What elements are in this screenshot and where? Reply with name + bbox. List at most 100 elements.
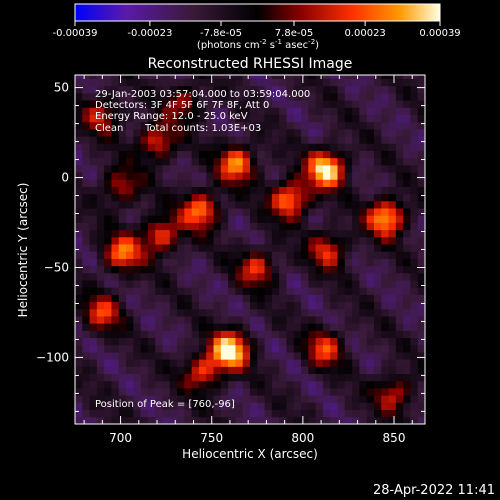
heatmap-cell xyxy=(250,301,258,310)
heatmap-cell xyxy=(417,323,425,331)
heatmap-cell xyxy=(140,157,149,166)
heatmap-cell xyxy=(111,301,120,310)
heatmap-cell xyxy=(344,172,353,180)
heatmap-cell xyxy=(417,352,425,360)
heatmap-cell xyxy=(373,157,382,166)
heatmap-cell xyxy=(315,150,324,159)
heatmap-cell xyxy=(220,114,229,123)
y-tick-label: −50 xyxy=(44,260,69,274)
heatmap-cell xyxy=(417,179,425,187)
heatmap-cell xyxy=(242,330,251,339)
heatmap-cell xyxy=(220,251,229,259)
heatmap-cell xyxy=(286,258,295,267)
heatmap-cell xyxy=(104,380,112,389)
heatmap-cell xyxy=(133,85,142,94)
heatmap-cell xyxy=(184,316,193,324)
heatmap-cell xyxy=(169,172,178,180)
heatmap-cell xyxy=(213,359,222,367)
heatmap-cell xyxy=(177,323,185,331)
heatmap-cell xyxy=(250,222,258,231)
heatmap-cell xyxy=(344,107,353,115)
heatmap-cell xyxy=(235,366,244,375)
heatmap-cell xyxy=(89,280,98,288)
heatmap-cell xyxy=(250,373,258,382)
heatmap-cell xyxy=(330,121,338,130)
heatmap-cell xyxy=(301,373,309,382)
heatmap-cell xyxy=(82,301,90,310)
colorbar-ticks: -0.00039 -0.00023 -7.8e-05 7.8e-05 0.00023 0.… xyxy=(53,21,461,39)
heatmap-cell xyxy=(96,366,105,375)
heatmap-cell xyxy=(257,352,265,360)
heatmap-cell xyxy=(257,280,265,288)
heatmap-cell xyxy=(184,100,193,108)
heatmap-cell xyxy=(111,128,120,137)
heatmap-cell xyxy=(118,294,127,303)
heatmap-cell xyxy=(184,186,193,195)
heatmap-cell xyxy=(169,100,178,108)
heatmap-cell xyxy=(293,143,302,151)
heatmap-cell xyxy=(140,359,149,367)
heatmap-cell xyxy=(118,323,127,331)
heatmap-cell xyxy=(191,215,200,223)
heatmap-cell xyxy=(271,143,280,151)
heatmap-cell xyxy=(235,107,244,115)
heatmap-cell xyxy=(395,373,404,382)
y-axis-label: Heliocentric Y (arcsec) xyxy=(16,183,30,318)
heatmap-cell xyxy=(147,388,156,396)
heatmap-cell xyxy=(126,359,134,367)
heatmap-cell xyxy=(89,164,98,173)
heatmap-cell xyxy=(75,294,83,303)
heatmap-cell xyxy=(155,107,163,115)
heatmap-cell xyxy=(162,100,171,108)
heatmap-cell xyxy=(184,287,193,295)
heatmap-cell xyxy=(96,75,105,79)
heatmap-cell xyxy=(337,265,346,274)
heatmap-cell xyxy=(118,136,127,144)
heatmap-cell xyxy=(133,136,142,144)
heatmap-cell xyxy=(198,186,207,195)
heatmap-cell xyxy=(191,258,200,267)
heatmap-cell xyxy=(206,330,214,339)
heatmap-cell xyxy=(118,388,127,396)
heatmap-cell xyxy=(417,344,425,353)
heatmap-cell xyxy=(410,200,419,209)
heatmap-cell xyxy=(352,287,360,295)
heatmap-cell xyxy=(388,143,397,151)
heatmap-cell xyxy=(133,150,142,159)
heatmap-cell xyxy=(279,323,287,331)
heatmap-cell xyxy=(315,258,324,267)
heatmap-cell xyxy=(279,388,287,396)
heatmap-cell xyxy=(111,308,120,317)
heatmap-cell xyxy=(104,164,112,173)
heatmap-cell xyxy=(301,272,309,281)
heatmap-cell xyxy=(111,344,120,353)
heatmap-cell xyxy=(373,280,382,288)
heatmap-cell xyxy=(155,172,163,180)
heatmap-cell xyxy=(359,337,368,346)
heatmap-cell xyxy=(235,380,244,389)
heatmap-cell xyxy=(198,316,207,324)
heatmap-cell xyxy=(96,402,105,411)
heatmap-cell xyxy=(381,380,389,389)
heatmap-cell xyxy=(140,128,149,137)
heatmap-cell xyxy=(373,395,382,403)
heatmap-cell xyxy=(403,373,411,382)
heatmap-cell xyxy=(191,301,200,310)
heatmap-cell xyxy=(111,150,120,159)
heatmap-cell xyxy=(264,308,273,317)
heatmap-cell xyxy=(228,344,236,353)
heatmap-cell xyxy=(126,316,134,324)
heatmap-cell xyxy=(330,359,338,367)
heatmap-cell xyxy=(264,186,273,195)
heatmap-cell xyxy=(257,179,265,187)
heatmap-cell xyxy=(235,265,244,274)
heatmap-cell xyxy=(126,380,134,389)
heatmap-cell xyxy=(133,265,142,274)
heatmap-cell xyxy=(177,359,185,367)
heatmap-cell xyxy=(344,258,353,267)
heatmap-cell xyxy=(359,164,368,173)
heatmap-cell xyxy=(403,222,411,231)
heatmap-cell xyxy=(198,78,207,87)
heatmap-cell xyxy=(177,208,185,216)
heatmap-cell xyxy=(198,157,207,166)
